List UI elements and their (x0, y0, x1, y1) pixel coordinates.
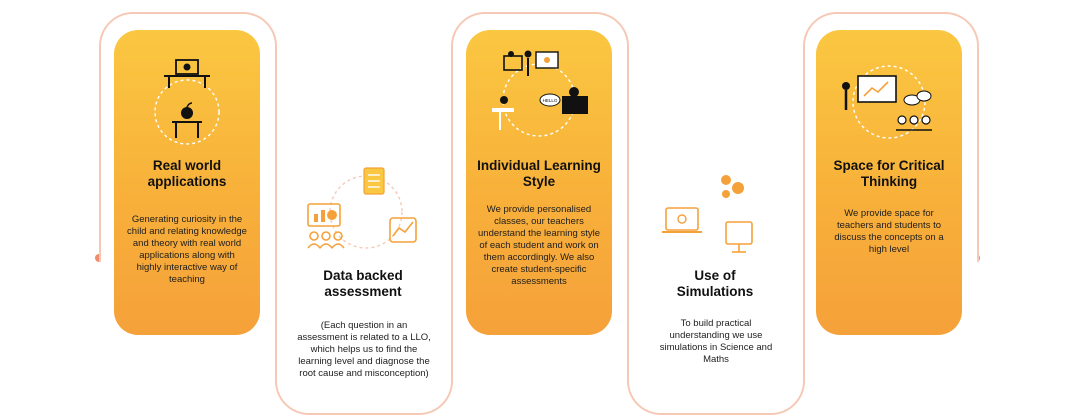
discussion-icon (842, 65, 932, 139)
simulations-description: To build practical understanding we use … (659, 318, 773, 365)
card-description: We provide personalised classes, our tea… (478, 204, 600, 287)
data-backed-title: Data backed assessment (323, 268, 403, 299)
simulations-title: Use of Simulations (676, 268, 754, 299)
teacher-student-cycle-icon: HELLO (492, 50, 588, 137)
card-real-world: Real world applications Generating curio… (114, 30, 260, 335)
card-description: Generating curiosity in the child and re… (127, 214, 247, 285)
frame-simulations (627, 150, 805, 415)
card-title: Space for Critical Thinking (833, 158, 945, 189)
card-title: Real world applications (147, 158, 227, 189)
card-description: We provide space for teachers and studen… (834, 208, 944, 255)
hello-bubble-text: HELLO (543, 98, 558, 103)
frame-data-backed (275, 150, 453, 415)
classroom-apple-icon (154, 59, 220, 145)
card-critical: Space for Critical Thinking We provide s… (816, 30, 962, 335)
simulation-icon (662, 175, 753, 253)
card-title: Individual Learning Style (477, 158, 601, 189)
data-backed-description: (Each question in an assessment is relat… (297, 320, 431, 379)
card-individual: HELLO Individual Learning Style We provi… (466, 30, 612, 335)
analytics-cycle-icon (307, 167, 417, 249)
